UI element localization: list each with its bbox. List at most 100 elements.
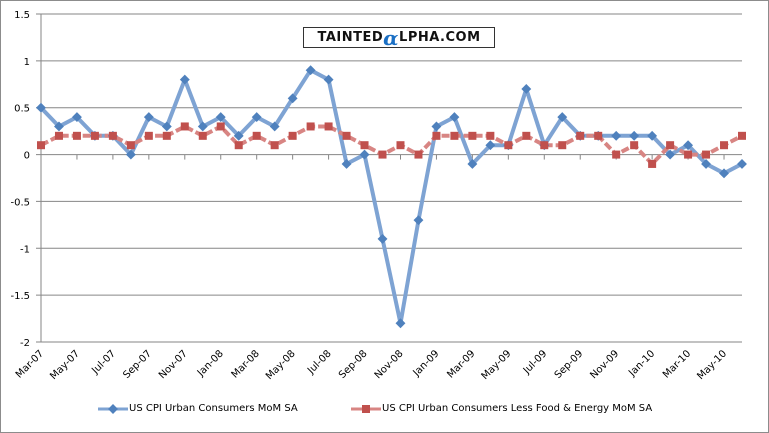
legend: US CPI Urban Consumers MoM SA US CPI Urb… [0,403,769,421]
data-point-core-cpi [468,131,477,140]
x-tick-label: Jan-08 [195,348,226,379]
data-point-cpi [701,158,712,169]
data-point-cpi [485,140,496,151]
data-point-cpi [683,140,694,151]
x-tick-label: Mar-08 [230,348,262,380]
data-point-core-cpi [378,150,387,159]
data-point-core-cpi [720,141,729,150]
data-point-cpi [413,215,424,226]
x-tick-label: Sep-07 [121,348,154,381]
data-point-cpi [54,121,64,132]
x-tick-label: May-07 [48,348,82,382]
data-point-cpi [719,168,729,179]
data-point-core-cpi [234,141,243,150]
data-point-core-cpi [738,131,746,140]
data-point-cpi [629,130,640,141]
x-tick-label: Jul-08 [305,348,334,377]
series-line-1 [40,124,743,166]
y-tick-label: -0.5 [10,197,30,208]
data-point-core-cpi [450,131,459,140]
series-group [36,65,747,329]
watermark-alpha: α [383,25,400,50]
data-point-cpi [36,102,46,113]
data-point-cpi [215,112,226,123]
data-point-core-cpi [216,122,225,131]
data-point-cpi [341,158,352,169]
x-tick-label: Jan-09 [411,348,442,379]
data-point-core-cpi [594,131,603,140]
y-tick-label: 0.5 [14,104,30,115]
data-point-cpi [71,112,82,123]
x-tick-label: Sep-08 [337,348,370,381]
data-point-core-cpi [126,141,135,150]
x-tick-label: Nov-09 [588,348,621,381]
data-point-cpi [521,84,532,94]
data-point-core-cpi [558,141,567,150]
data-point-core-cpi [702,150,711,159]
x-tick-label: May-09 [480,348,514,382]
legend-label-core-cpi: US CPI Urban Consumers Less Food & Energ… [382,403,653,414]
data-point-core-cpi [180,122,189,131]
x-tick-label: Jan-10 [626,348,657,379]
x-tick-label: May-10 [695,348,729,382]
data-point-cpi [557,112,568,123]
x-tick-label: Jul-09 [521,348,550,377]
gridlines [36,13,742,343]
data-point-cpi [179,74,190,85]
data-point-cpi [197,121,208,132]
data-point-cpi [395,318,406,329]
x-tick-label: Jul-07 [89,348,118,377]
data-point-core-cpi [486,131,495,140]
data-point-core-cpi [252,131,261,140]
data-point-cpi [737,158,747,169]
data-point-core-cpi [414,150,423,159]
data-point-cpi [251,112,262,123]
legend-swatch-cpi [98,403,128,414]
data-point-cpi [647,130,658,141]
data-point-core-cpi [270,141,279,150]
data-point-core-cpi [198,131,207,140]
data-point-cpi [467,158,478,169]
data-point-core-cpi [432,131,441,140]
data-point-cpi [125,149,136,160]
data-point-cpi [233,130,244,141]
data-point-core-cpi [54,131,63,140]
y-axis: 1.5 1 0.5 0 -0.5 -1 -1.5 -2 [10,10,42,349]
data-point-core-cpi [648,159,657,168]
data-point-core-cpi [90,131,99,140]
y-tick-label: 0 [24,151,30,162]
data-point-cpi [359,149,370,160]
data-point-core-cpi [108,131,117,140]
data-point-core-cpi [162,131,171,140]
legend-item-core-cpi: US CPI Urban Consumers Less Food & Energ… [350,403,652,414]
data-point-core-cpi [504,141,513,150]
series-line-0 [39,68,743,326]
data-point-core-cpi [666,141,675,150]
x-tick-label: Mar-10 [661,348,693,380]
data-point-core-cpi [540,141,549,150]
x-tick-label: Mar-07 [14,348,46,380]
y-tick-label: 1.5 [14,10,30,21]
watermark-prefix: TAINTED [317,30,384,45]
x-tick-label: Nov-08 [373,348,406,381]
data-point-cpi [665,149,676,160]
data-point-core-cpi [342,131,351,140]
data-point-core-cpi [684,150,693,159]
y-tick-label: -1.5 [10,291,30,302]
x-tick-label: May-08 [264,348,298,382]
data-point-core-cpi [144,131,153,140]
data-point-core-cpi [522,131,531,140]
data-point-cpi [161,121,172,132]
data-point-core-cpi [306,122,315,131]
data-point-core-cpi [396,141,405,150]
y-tick-label: -2 [20,338,30,349]
data-point-cpi [377,233,388,244]
data-point-core-cpi [630,141,639,150]
data-point-cpi [611,130,622,141]
data-point-core-cpi [37,141,45,150]
data-point-core-cpi [612,150,621,159]
watermark-logo: TAINTED α LPHA.COM [303,27,495,48]
data-point-core-cpi [288,131,297,140]
data-point-core-cpi [324,122,333,131]
